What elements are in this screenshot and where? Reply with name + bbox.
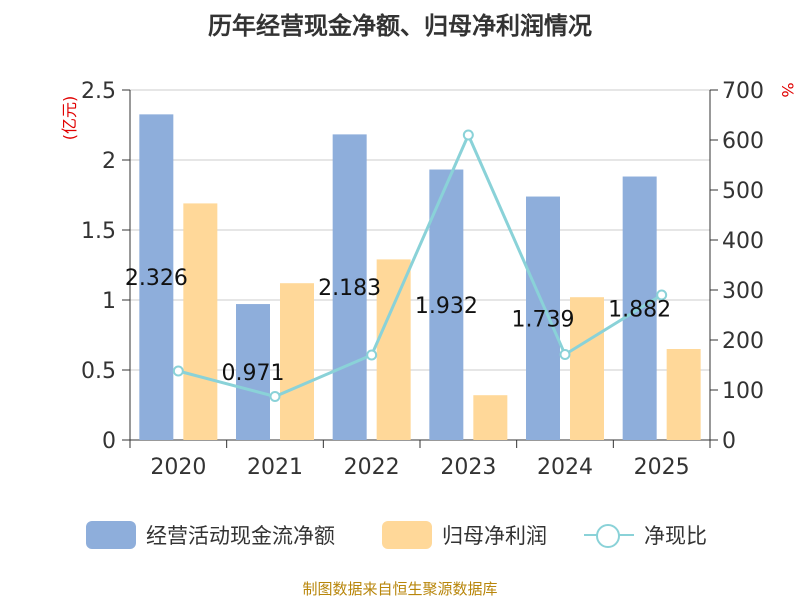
x-axis-tick-label: 2025 — [634, 455, 690, 480]
left-axis-tick-label: 2 — [102, 149, 116, 174]
legend-label-cash-ratio: 净现比 — [644, 524, 707, 548]
right-axis-tick-label: 600 — [722, 129, 764, 154]
left-axis-tick-label: 0.5 — [81, 359, 116, 384]
bar-cash-flow — [139, 114, 174, 441]
legend-item-cash-ratio[interactable]: 净现比 — [584, 516, 707, 554]
line-point-cash-ratio — [559, 349, 571, 360]
bar-cash-flow — [526, 196, 560, 440]
chart-title: 历年经营现金净额、归母净利润情况 — [208, 12, 592, 40]
line-point-cash-ratio — [172, 365, 184, 377]
line-point-cash-ratio — [462, 129, 474, 141]
right-axis-tick-label: 200 — [722, 329, 764, 354]
right-axis-tick-label: 400 — [722, 229, 764, 254]
line-point-cash-ratio — [269, 391, 281, 402]
legend-swatch-cash-ratio — [584, 521, 634, 549]
bar-net-profit — [473, 395, 508, 440]
right-axis-tick-label: 700 — [722, 79, 764, 104]
legend-label-cash-flow: 经营活动现金流净额 — [146, 524, 335, 548]
data-source-note: 制图数据来自恒生聚源数据库 — [302, 580, 498, 598]
right-axis-tick-label: 500 — [722, 179, 764, 204]
x-axis-tick-label: 2022 — [344, 455, 400, 480]
line-point-cash-ratio — [366, 349, 378, 361]
legend-label-net-profit: 归母净利润 — [442, 524, 547, 548]
data-label-cash-flow: 1.932 — [415, 294, 478, 319]
data-label-cash-flow: 1.739 — [512, 307, 575, 332]
x-axis-tick-label: 2023 — [440, 455, 496, 480]
left-axis-tick-label: 1.5 — [81, 219, 116, 244]
legend-swatch-cash-flow — [86, 521, 136, 549]
x-axis-tick-label: 2024 — [537, 455, 593, 480]
bar-cash-flow — [236, 304, 270, 440]
bar-cash-flow — [429, 169, 464, 440]
legend-swatch-net-profit — [382, 521, 432, 549]
left-axis-label: (亿元) — [60, 96, 79, 141]
legend: 经营活动现金流净额 归母净利润 净现比 — [0, 516, 800, 554]
legend-item-cash-flow[interactable]: 经营活动现金流净额 — [86, 516, 335, 554]
right-axis-tick-label: 0 — [722, 429, 736, 454]
right-axis-tick-label: 300 — [722, 279, 764, 304]
line-point-cash-ratio — [656, 289, 668, 301]
line-cash-ratio — [177, 131, 663, 399]
left-axis-tick-label: 1 — [102, 289, 116, 314]
data-label-cash-flow: 1.882 — [608, 297, 671, 322]
bar-net-profit — [570, 297, 604, 440]
bar-net-profit — [183, 203, 218, 440]
x-axis-tick-label: 2021 — [247, 455, 303, 480]
bar-net-profit — [666, 349, 701, 440]
left-axis-tick-label: 0 — [102, 429, 116, 454]
data-label-cash-flow: 2.326 — [125, 266, 188, 291]
bar-net-profit — [280, 283, 314, 440]
left-axis-tick-label: 2.5 — [81, 79, 116, 104]
data-label-cash-flow: 2.183 — [318, 276, 381, 301]
x-axis-tick-label: 2020 — [150, 455, 206, 480]
data-label-cash-flow: 0.971 — [222, 361, 285, 386]
bar-net-profit — [376, 259, 411, 440]
right-axis-tick-label: 100 — [722, 379, 764, 404]
right-axis-label: % — [778, 82, 797, 97]
bar-cash-flow — [332, 134, 367, 440]
legend-item-net-profit[interactable]: 归母净利润 — [382, 516, 547, 554]
